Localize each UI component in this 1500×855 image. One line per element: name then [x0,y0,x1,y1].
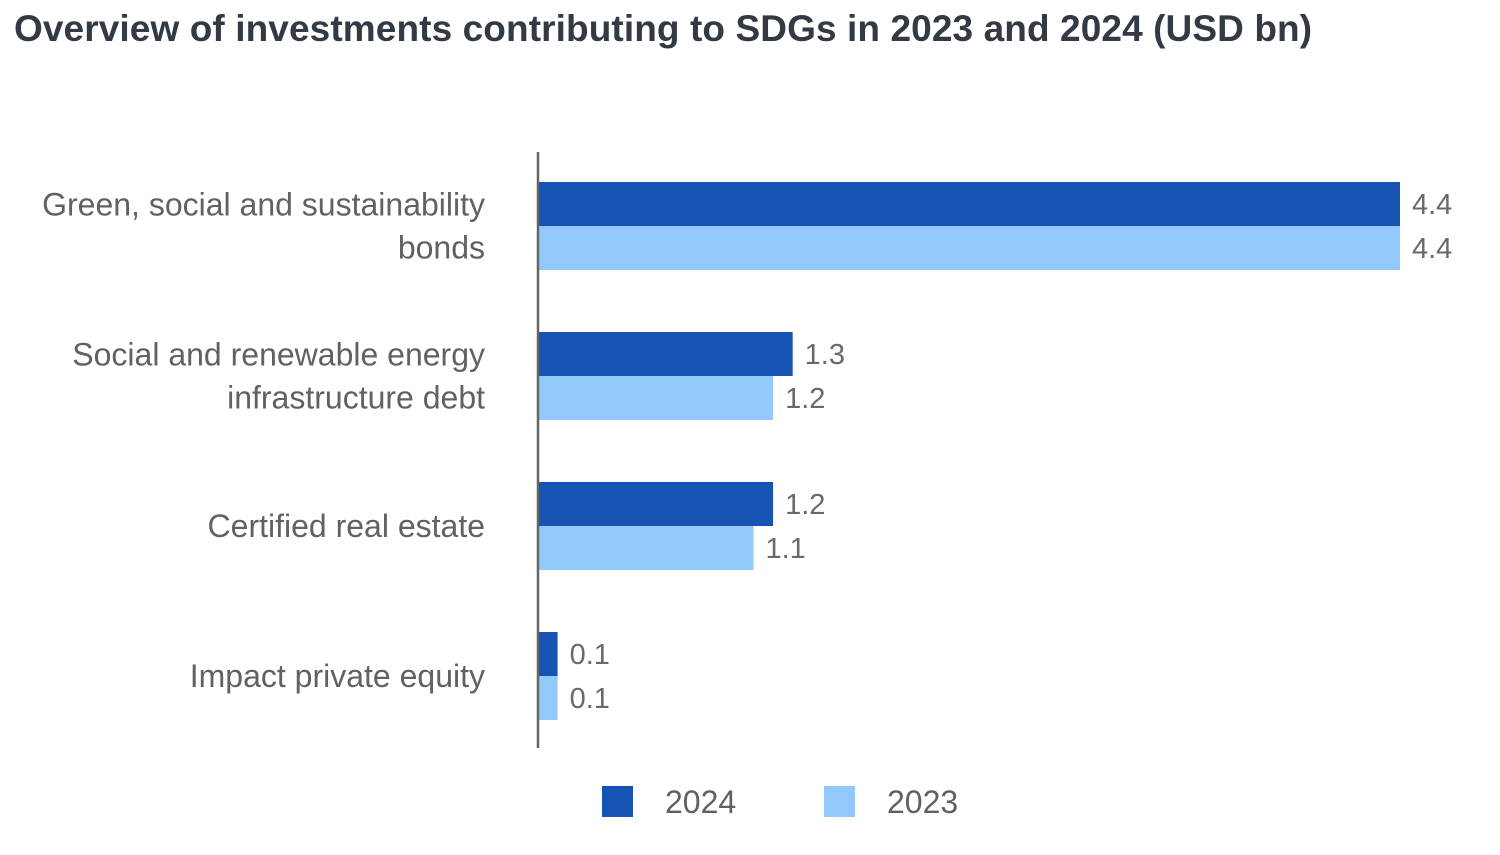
bar-2024 [538,332,793,376]
legend-label: 2024 [665,784,736,820]
bar-2024 [538,632,558,676]
chart-title: Overview of investments contributing to … [14,8,1313,49]
legend-swatch-2023 [824,786,855,817]
category-label: Certified real estate [208,508,485,544]
bar-2023 [538,676,558,720]
category-label-line: Certified real estate [208,508,485,544]
bar-2023 [538,376,774,420]
legend-swatch-2024 [602,786,633,817]
category-label-line: Green, social and sustainability [42,187,485,223]
value-label: 4.4 [1412,189,1452,221]
value-label: 1.2 [785,489,825,521]
value-label: 1.3 [805,339,845,371]
category-label-line: bonds [398,230,485,266]
category-label-line: infrastructure debt [227,380,485,416]
bar-2024 [538,182,1400,226]
category-labels: Green, social and sustainability bonds Soc… [42,187,485,695]
legend-label: 2023 [887,784,958,820]
category-label: Social and renewable energy infrastructur… [72,337,485,416]
category-label: Green, social and sustainability bonds [42,187,485,266]
category-label: Impact private equity [190,658,485,694]
legend: 2024 2023 [602,784,958,820]
bar-2023 [538,226,1400,270]
bars-layer: 4.4 4.4 1.3 1.2 1.2 1.1 0.1 0.1 [538,182,1452,720]
bar-2024 [538,482,774,526]
value-label: 0.1 [570,683,610,715]
value-label: 1.1 [766,533,806,565]
bar-2023 [538,526,754,570]
category-label-line: Impact private equity [190,658,485,694]
category-label-line: Social and renewable energy [72,337,485,373]
value-label: 1.2 [785,383,825,415]
value-label: 4.4 [1412,233,1452,265]
value-label: 0.1 [570,639,610,671]
